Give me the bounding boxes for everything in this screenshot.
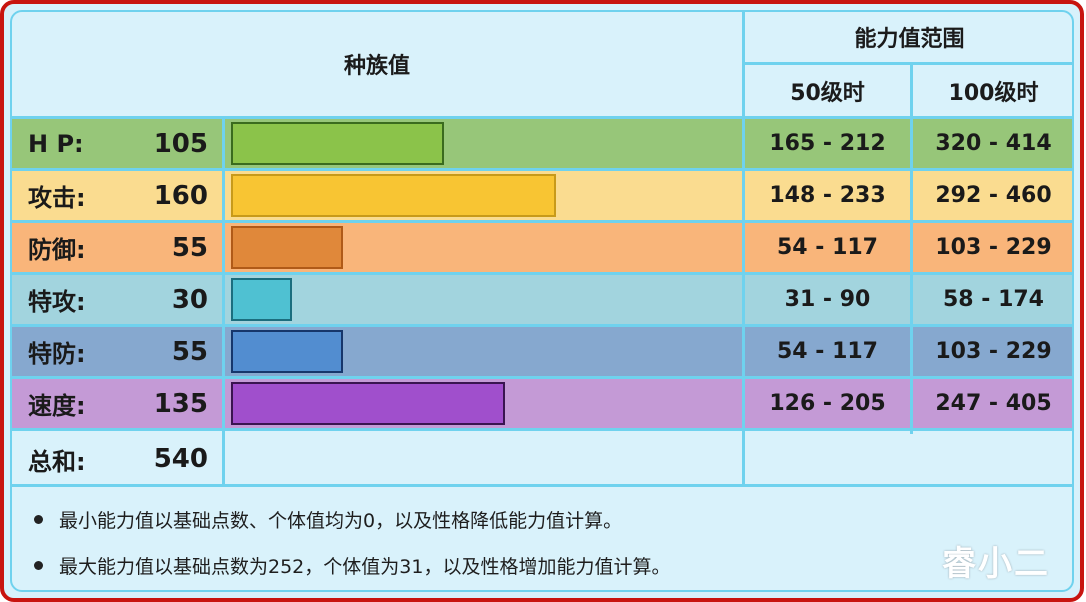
range-lv50-cell: 54 - 117 bbox=[745, 223, 910, 272]
range-lv50: 31 - 90 bbox=[784, 287, 871, 312]
stat-label-cell: 特攻: 30 bbox=[12, 275, 222, 324]
stat-label-cell: 特防: 55 bbox=[12, 327, 222, 376]
header-lv50-label: 50级时 bbox=[790, 80, 865, 106]
stat-label: 防御: bbox=[28, 236, 86, 264]
range-lv50-cell: 31 - 90 bbox=[745, 275, 910, 324]
stat-bar-cell bbox=[225, 327, 742, 376]
range-lv50: 126 - 205 bbox=[769, 391, 886, 416]
grid-line bbox=[12, 272, 1072, 275]
grid-line bbox=[12, 484, 1072, 487]
stat-label-cell: 速度: 135 bbox=[12, 379, 222, 428]
note-min: 最小能力值以基础点数、个体值均为0，以及性格降低能力值计算。 bbox=[34, 506, 622, 533]
total-row-label-cell: 总和: 540 bbox=[12, 434, 222, 484]
stat-label: 特防: bbox=[28, 340, 86, 368]
range-lv50-cell: 165 - 212 bbox=[745, 119, 910, 168]
stat-value: 135 bbox=[153, 388, 208, 419]
note-max: 最大能力值以基础点数为252，个体值为31，以及性格增加能力值计算。 bbox=[34, 552, 670, 579]
range-lv100: 58 - 174 bbox=[943, 287, 1044, 312]
header-stat-range: 能力值范围 bbox=[745, 12, 1072, 62]
range-lv50: 148 - 233 bbox=[769, 183, 886, 208]
stat-value: 55 bbox=[171, 232, 208, 263]
range-lv100-cell: 320 - 414 bbox=[913, 119, 1072, 168]
notes: 最小能力值以基础点数、个体值均为0，以及性格降低能力值计算。 最大能力值以基础点… bbox=[12, 484, 1072, 590]
grid-line bbox=[742, 12, 745, 484]
range-lv100: 292 - 460 bbox=[935, 183, 1052, 208]
grid-line bbox=[12, 220, 1072, 223]
stat-bar bbox=[231, 278, 292, 321]
range-lv100-cell: 58 - 174 bbox=[913, 275, 1072, 324]
grid-line bbox=[12, 428, 1072, 431]
range-lv50: 54 - 117 bbox=[777, 235, 878, 260]
stat-label: H P: bbox=[28, 129, 84, 158]
range-lv100-cell: 292 - 460 bbox=[913, 171, 1072, 220]
note-min-text: 最小能力值以基础点数、个体值均为0，以及性格降低能力值计算。 bbox=[59, 510, 623, 532]
grid-line bbox=[12, 116, 1072, 119]
grid-line bbox=[12, 168, 1072, 171]
header-stat-range-label: 能力值范围 bbox=[854, 27, 965, 52]
stat-value: 55 bbox=[171, 336, 208, 367]
note-max-text: 最大能力值以基础点数为252，个体值为31，以及性格增加能力值计算。 bbox=[59, 556, 671, 578]
stat-bar-cell bbox=[225, 379, 742, 428]
stat-value: 160 bbox=[153, 180, 208, 211]
range-lv100-cell: 103 - 229 bbox=[913, 327, 1072, 376]
grid-line bbox=[222, 116, 225, 484]
stat-value: 105 bbox=[153, 128, 208, 159]
stats-panel: 种族值 能力值范围 50级时 100级时 H P: 105 165 - 212 320… bbox=[10, 10, 1074, 592]
grid-line bbox=[910, 62, 913, 434]
header-base-stats-label: 种族值 bbox=[343, 54, 410, 79]
stat-label: 速度: bbox=[28, 392, 86, 420]
range-lv50-cell: 54 - 117 bbox=[745, 327, 910, 376]
stat-bar bbox=[231, 226, 343, 269]
range-lv50: 165 - 212 bbox=[769, 131, 886, 156]
range-lv100: 103 - 229 bbox=[935, 235, 1052, 260]
stat-label-cell: 攻击: 160 bbox=[12, 171, 222, 220]
range-lv50-cell: 148 - 233 bbox=[745, 171, 910, 220]
header-lv100-label: 100级时 bbox=[948, 80, 1039, 106]
stat-bar-cell bbox=[225, 223, 742, 272]
stat-bar-cell bbox=[225, 119, 742, 168]
stat-value: 30 bbox=[171, 284, 208, 315]
total-value: 540 bbox=[153, 444, 208, 474]
range-lv100-cell: 247 - 405 bbox=[913, 379, 1072, 428]
range-lv100: 320 - 414 bbox=[935, 131, 1052, 156]
stat-label: 攻击: bbox=[28, 184, 86, 212]
range-lv100: 103 - 229 bbox=[935, 339, 1052, 364]
stat-bar-cell bbox=[225, 171, 742, 220]
stat-label-cell: H P: 105 bbox=[12, 119, 222, 168]
stat-bar-cell bbox=[225, 275, 742, 324]
watermark: 睿小二 bbox=[942, 544, 1050, 584]
stat-bar bbox=[231, 330, 343, 373]
grid-line bbox=[745, 62, 1072, 65]
stat-bar bbox=[231, 382, 505, 425]
grid-line bbox=[12, 376, 1072, 379]
range-lv100-cell: 103 - 229 bbox=[913, 223, 1072, 272]
stat-bar bbox=[231, 122, 444, 165]
stat-label: 特攻: bbox=[28, 288, 86, 316]
total-label: 总和: bbox=[28, 447, 86, 476]
header-lv100: 100级时 bbox=[913, 65, 1072, 116]
grid-line bbox=[12, 324, 1072, 327]
bullet-icon bbox=[34, 561, 43, 570]
stat-label-cell: 防御: 55 bbox=[12, 223, 222, 272]
bullet-icon bbox=[34, 515, 43, 524]
range-lv100: 247 - 405 bbox=[935, 391, 1052, 416]
stat-bar bbox=[231, 174, 556, 217]
header-base-stats: 种族值 bbox=[12, 12, 742, 116]
range-lv50: 54 - 117 bbox=[777, 339, 878, 364]
range-lv50-cell: 126 - 205 bbox=[745, 379, 910, 428]
header-lv50: 50级时 bbox=[745, 65, 910, 116]
